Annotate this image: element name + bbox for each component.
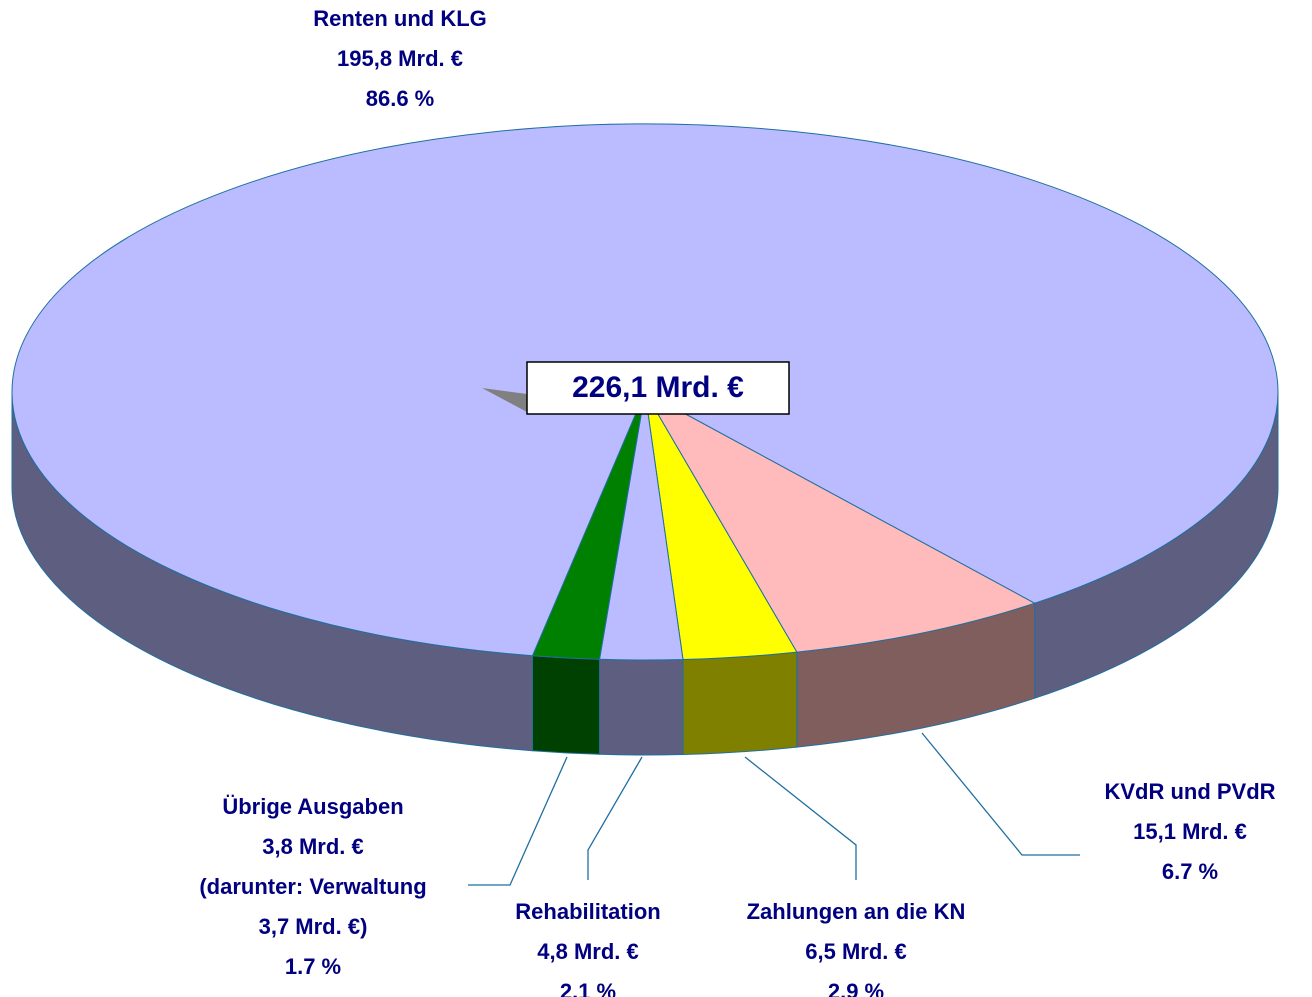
slice-label: 6,5 Mrd. € <box>805 939 906 964</box>
slice-label: 3,7 Mrd. €) <box>259 914 368 939</box>
pie-side <box>531 655 601 755</box>
slice-label: 86.6 % <box>366 86 435 111</box>
slice-label: Übrige Ausgaben <box>222 794 403 819</box>
labels: KVdR und PVdR 15,1 Mrd. € 6.7 % Zahlungen a… <box>199 6 1275 997</box>
slice-label: 2.1 % <box>560 979 616 997</box>
slice-label: Rehabilitation <box>515 899 660 924</box>
slice-label: 15,1 Mrd. € <box>1133 819 1247 844</box>
pie-side <box>682 651 798 756</box>
slice-label: 1.7 % <box>285 954 341 979</box>
slice-label: 4,8 Mrd. € <box>537 939 638 964</box>
slice-label: 195,8 Mrd. € <box>337 46 463 71</box>
slice-label: Zahlungen an die KN <box>747 899 966 924</box>
leader-line <box>468 756 568 886</box>
slice-label: Renten und KLG <box>313 6 487 31</box>
total-box <box>526 361 790 415</box>
pie-sides <box>11 391 1279 756</box>
slice-label: 3,8 Mrd. € <box>262 834 363 859</box>
leader-line <box>744 756 857 880</box>
leader-line <box>921 732 1080 856</box>
slice-label: KVdR und PVdR <box>1104 779 1275 804</box>
slice-label: 2.9 % <box>828 979 884 997</box>
leader-line <box>587 756 643 880</box>
slice-label: (darunter: Verwaltung <box>199 874 426 899</box>
pie-slice <box>643 390 1036 653</box>
total-label: 226,1 Mrd. € <box>572 371 744 404</box>
slice-label: 6.7 % <box>1162 859 1218 884</box>
callout-pointer <box>482 388 527 412</box>
pie-side <box>599 658 684 756</box>
